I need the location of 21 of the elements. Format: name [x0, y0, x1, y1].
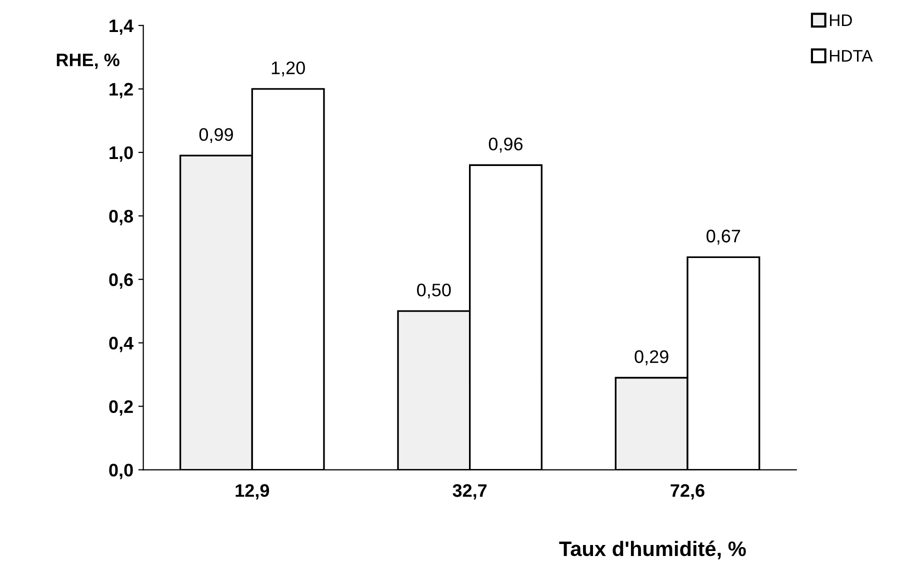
y-tick-label: 0,2	[109, 400, 133, 416]
y-tick-label: 1,0	[110, 146, 133, 162]
data-label: 0,67	[706, 230, 740, 245]
y-tick-label: 0,4	[109, 336, 134, 352]
y-tick-label: 1,2	[110, 82, 133, 98]
x-tick-label: 32,7	[452, 484, 487, 500]
y-tick-label: 1,4	[110, 20, 134, 35]
x-axis-title: Taux d'humidité, %	[559, 540, 746, 560]
x-tick-label: 72,6	[670, 484, 704, 500]
legend-label: HDTA	[830, 50, 873, 62]
y-tick-label: 0,8	[109, 210, 134, 226]
y-tick-label: 0,0	[109, 464, 133, 480]
data-label: 1,20	[272, 61, 305, 76]
legend-label: HD	[830, 14, 852, 26]
y-tick-label: 0,6	[109, 273, 133, 289]
data-label: 0,50	[417, 284, 451, 299]
y-axis-title: RHE, %	[56, 54, 120, 69]
x-tick-label: 12,9	[236, 484, 270, 500]
data-label: 0,29	[634, 350, 668, 366]
data-label: 0,99	[199, 128, 233, 144]
data-label: 0,96	[488, 138, 523, 153]
